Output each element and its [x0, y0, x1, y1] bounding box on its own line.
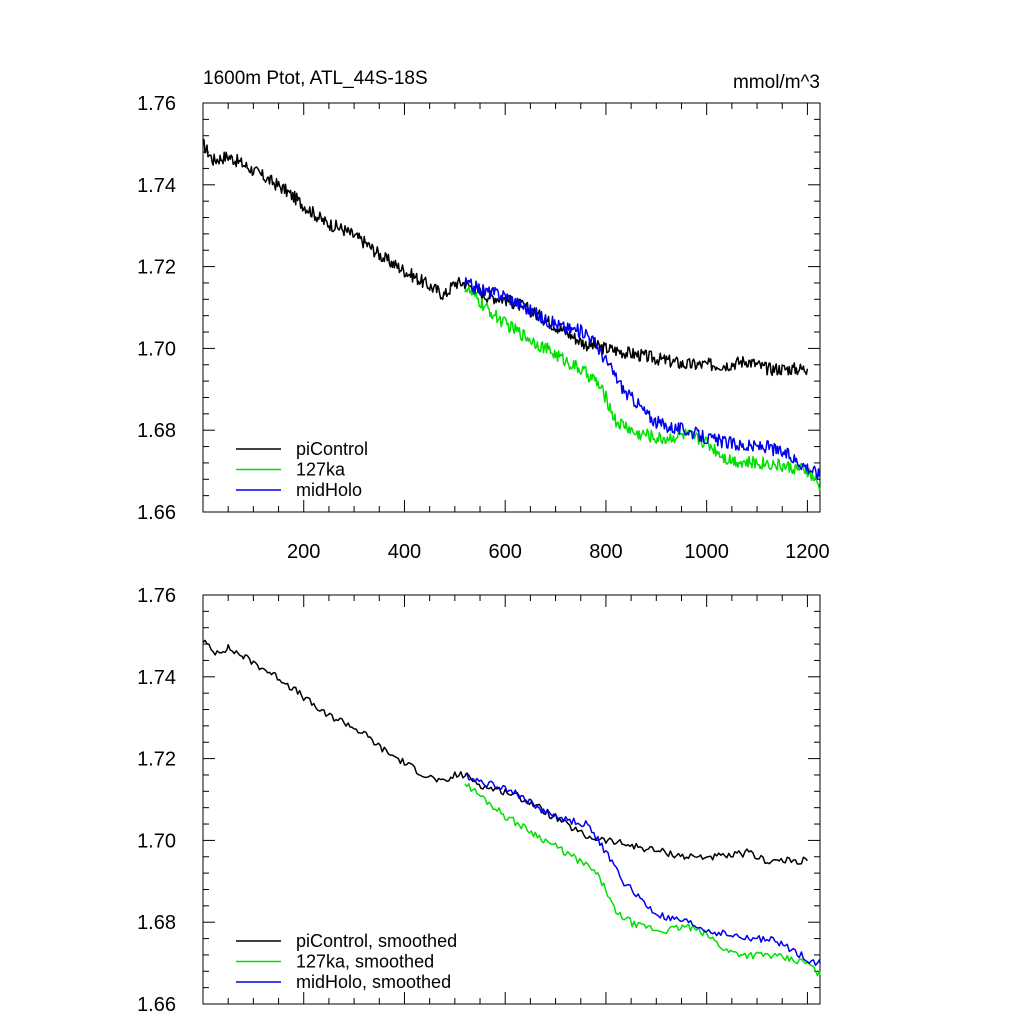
y-tick-label: 1.74: [137, 667, 176, 689]
y-tick-label: 1.70: [137, 830, 176, 852]
ticks-top: 1.66 1.68 1.70 1.72 1.74 1.76 200 400 600 800 1000…: [137, 93, 830, 563]
top-chart-panel: 1600m Ptot, ATL_44S-18S mmol/m^3 1.661.6…: [137, 68, 830, 563]
series-line-midholo-smoothed: [464, 772, 821, 966]
x-tick-label: 200: [287, 541, 320, 563]
bottom-chart-panel: 1.66 1.68 1.70 1.72 1.74 1.76 piControl, smoo…: [137, 585, 821, 1016]
y-tick-label: 1.70: [137, 338, 176, 360]
series-top: [202, 138, 821, 492]
y-tick-label: 1.68: [137, 912, 176, 934]
y-tick-label: 1.66: [137, 502, 176, 524]
y-tick-label: 1.68: [137, 420, 176, 442]
series-line-127ka-smoothed: [464, 783, 821, 977]
y-tick-label: 1.66: [137, 994, 176, 1016]
chart-units-label: mmol/m^3: [733, 72, 820, 93]
series-line-127ka: [464, 285, 821, 492]
series-line-picontrol-smoothed: [202, 639, 808, 865]
legend-label-127ka-smoothed: 127ka, smoothed: [296, 952, 434, 972]
y-tick-label: 1.72: [137, 257, 176, 279]
y-tick-label: 1.74: [137, 175, 176, 197]
plot-frame-top: [202, 102, 821, 513]
chart-title-left: 1600m Ptot, ATL_44S-18S: [203, 68, 428, 89]
series-line-midholo: [464, 277, 821, 480]
series-bottom: [202, 639, 821, 977]
x-tick-label: 400: [388, 541, 421, 563]
series-line-picontrol: [202, 138, 809, 377]
ticks-bottom: 1.66 1.68 1.70 1.72 1.74 1.76: [137, 585, 820, 1016]
x-tick-label: 600: [489, 541, 522, 563]
y-tick-label: 1.76: [137, 585, 176, 607]
plot-frame-bottom: [202, 594, 821, 1005]
legend-label-127ka: 127ka: [296, 460, 346, 480]
legend-label-picontrol-smoothed: piControl, smoothed: [296, 931, 457, 951]
legend-label-midholo: midHolo: [296, 480, 362, 500]
x-tick-label: 1000: [684, 541, 729, 563]
x-tick-label: 800: [589, 541, 622, 563]
y-tick-label: 1.76: [137, 93, 176, 115]
legend-label-picontrol: piControl: [296, 439, 368, 459]
x-tick-label: 1200: [785, 541, 830, 563]
legend-label-midholo-smoothed: midHolo, smoothed: [296, 972, 451, 992]
y-tick-label: 1.72: [137, 749, 176, 771]
